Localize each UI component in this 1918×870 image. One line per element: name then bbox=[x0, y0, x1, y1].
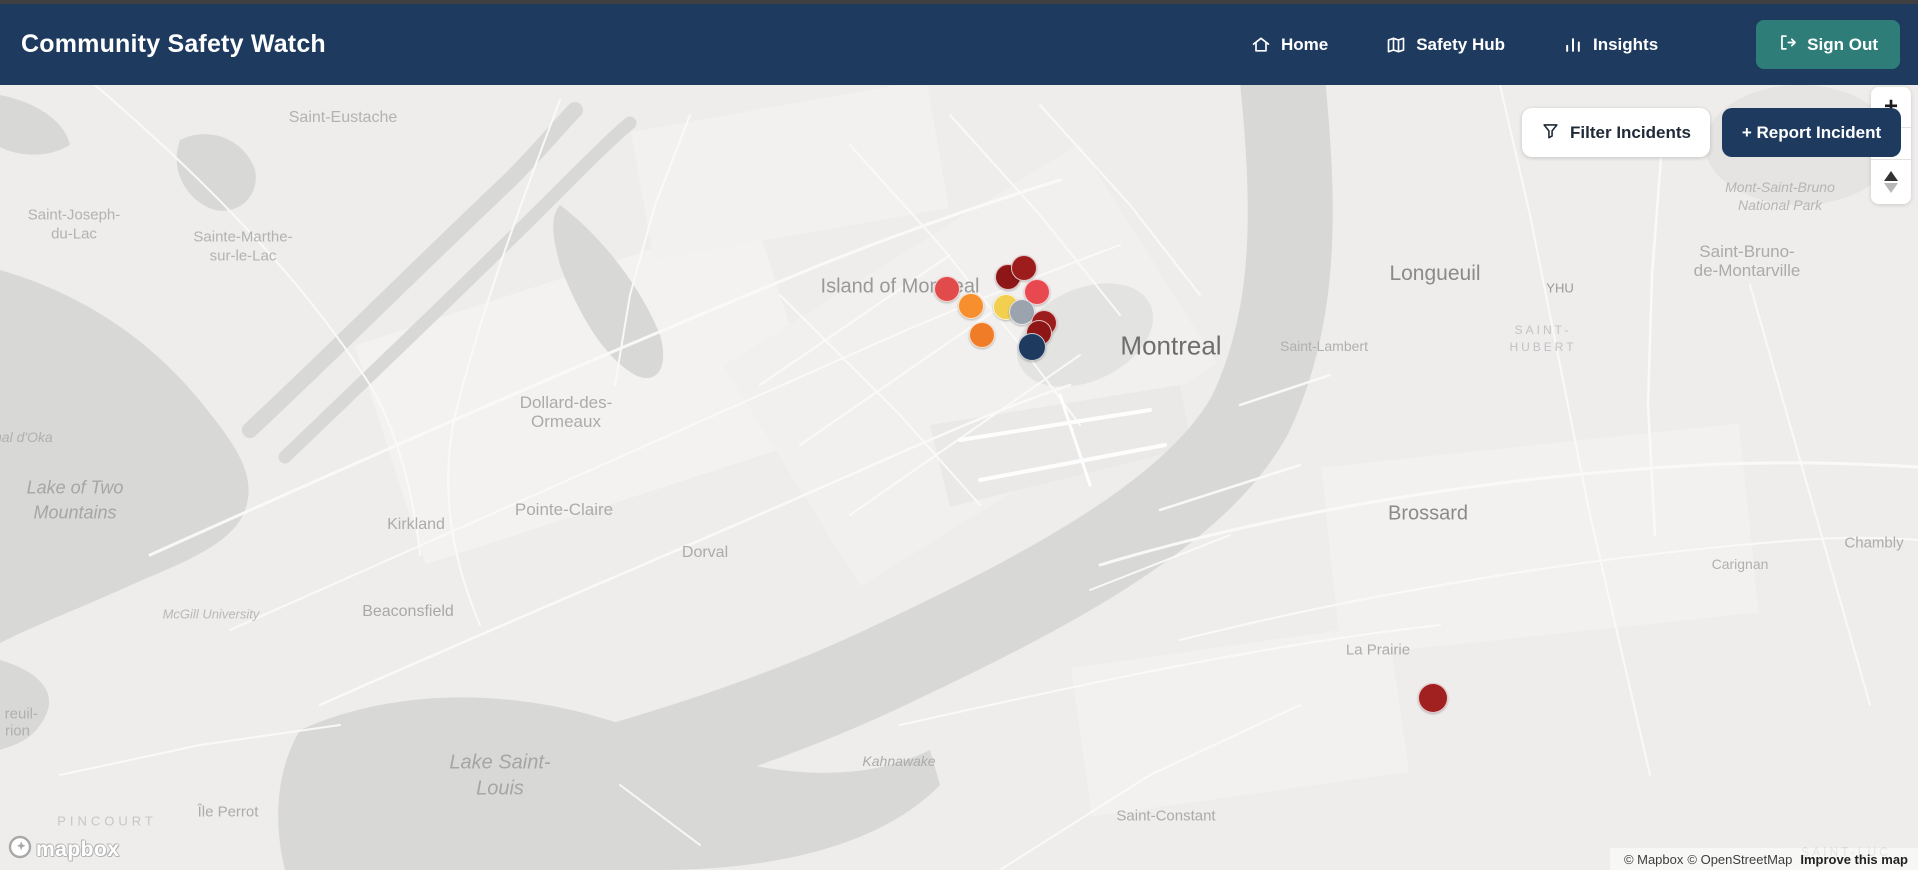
header-nav: Home Safety Hub Insights Sign Out bbox=[1251, 20, 1900, 69]
sign-out-button[interactable]: Sign Out bbox=[1756, 20, 1900, 69]
filter-incidents-label: Filter Incidents bbox=[1570, 122, 1691, 142]
map-base-svg bbox=[0, 85, 1918, 870]
mapbox-logo-icon bbox=[8, 835, 32, 864]
incident-marker[interactable] bbox=[958, 293, 984, 319]
bar-chart-icon bbox=[1563, 35, 1583, 55]
incident-marker[interactable] bbox=[1018, 333, 1046, 361]
filter-funnel-icon bbox=[1541, 121, 1560, 145]
incident-marker[interactable] bbox=[969, 322, 995, 348]
window-top-strip bbox=[0, 0, 1918, 4]
mapbox-wordmark: mapbox bbox=[36, 837, 120, 861]
nav-item-safety-hub[interactable]: Safety Hub bbox=[1386, 35, 1505, 55]
app-title: Community Safety Watch bbox=[21, 30, 326, 58]
incident-marker[interactable] bbox=[1418, 683, 1448, 713]
nav-label: Insights bbox=[1593, 34, 1659, 54]
improve-this-map-link[interactable]: Improve this map bbox=[1800, 851, 1908, 867]
sign-out-label: Sign Out bbox=[1807, 34, 1878, 54]
control-divider bbox=[1871, 159, 1911, 160]
map-attribution: © Mapbox © OpenStreetMap Improve this ma… bbox=[1609, 848, 1918, 870]
report-incident-button[interactable]: + Report Incident bbox=[1722, 108, 1901, 157]
map-canvas[interactable]: Saint-Eustache Saint-Joseph-du-Lac Sainte-… bbox=[0, 85, 1918, 870]
attribution-osm-link[interactable]: © OpenStreetMap bbox=[1687, 851, 1793, 867]
arrow-down-icon bbox=[1884, 183, 1898, 193]
app-header: Community Safety Watch Home Safety Hub I… bbox=[0, 4, 1918, 85]
incident-marker[interactable] bbox=[934, 276, 960, 302]
nav-item-home[interactable]: Home bbox=[1251, 35, 1328, 55]
filter-incidents-button[interactable]: Filter Incidents bbox=[1522, 108, 1710, 157]
nav-label: Safety Hub bbox=[1416, 34, 1505, 54]
mapbox-logo[interactable]: mapbox bbox=[8, 835, 120, 864]
incident-marker[interactable] bbox=[1011, 255, 1037, 281]
sign-out-icon bbox=[1778, 33, 1797, 57]
nav-item-insights[interactable]: Insights bbox=[1563, 35, 1658, 55]
home-icon bbox=[1251, 35, 1271, 55]
map-icon bbox=[1386, 35, 1406, 55]
pitch-control-button[interactable] bbox=[1871, 160, 1911, 204]
nav-label: Home bbox=[1280, 34, 1329, 54]
arrow-up-icon bbox=[1884, 171, 1898, 181]
incident-marker[interactable] bbox=[1009, 299, 1035, 325]
attribution-mapbox-link[interactable]: © Mapbox bbox=[1623, 851, 1684, 867]
report-incident-label: + Report Incident bbox=[1741, 122, 1882, 142]
